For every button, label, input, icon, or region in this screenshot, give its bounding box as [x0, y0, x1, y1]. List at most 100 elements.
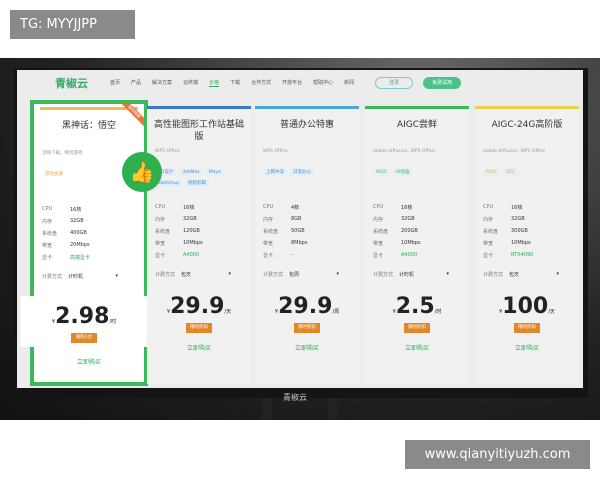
spec-row: 带宽 10Mbps [155, 240, 243, 252]
spec-value: 32GB [511, 216, 525, 222]
spec-label: 系统盘 [155, 229, 171, 235]
spec-row: 内存 32GB [373, 216, 461, 228]
spec-list: CPU 4核 内存 8GB 系统盘 50GB 带宽 8Mbps 显卡 -- 计费方式 包周 ▾ [263, 204, 351, 280]
nav-item[interactable]: 下载 [230, 80, 241, 86]
promo-button[interactable]: 限时折扣 [186, 323, 212, 333]
spec-row: CPU 16核 [373, 204, 461, 216]
price-value: 100 [502, 294, 549, 319]
billing-select[interactable]: 包天 ▾ [509, 271, 559, 278]
spec-value: 400GB [70, 230, 87, 236]
billing-label: 计费方式 [263, 271, 284, 278]
nav-item[interactable]: 开放平台 [282, 80, 303, 86]
billing-row: 计费方式 计时机 ▾ [373, 268, 461, 280]
free-trial-button[interactable]: 免费试用 [423, 77, 462, 89]
buy-now-link[interactable]: 立即购买 [514, 345, 539, 352]
spec-row: 内存 32GB [483, 216, 571, 228]
card-title: AIGC尝鲜 [396, 120, 438, 130]
billing-label: 计费方式 [155, 271, 176, 278]
spec-row: 系统盘 50GB [263, 228, 351, 240]
spec-row: 带宽 10Mbps [483, 240, 571, 252]
spec-label: 内存 [263, 217, 274, 223]
plan-card: AIGC尝鲜 stable-diffusion, WPS Office AIGC AI… [365, 106, 469, 384]
tag: 游戏加速 [45, 172, 63, 177]
top-nav: 青椒云 首页 产品 解决方案 云终端 价格 下载 合作方式 开放平台 帮助中心 新闻 登录 免费试… [17, 70, 583, 96]
spec-value: 32GB [70, 218, 84, 224]
nav-item[interactable]: 解决方案 [152, 80, 173, 86]
buy-now-link[interactable]: 立即购买 [76, 359, 101, 366]
price-unit: /时 [109, 319, 117, 325]
billing-select[interactable]: 包周 ▾ [289, 271, 339, 278]
tag-list: 上网冲浪 日常办公 [263, 168, 351, 194]
spec-row: 显卡 A4000 [373, 252, 461, 264]
promo-button[interactable]: 限时折扣 [514, 323, 540, 333]
spec-row: 带宽 10Mbps [373, 240, 461, 252]
spec-label: CPU [373, 204, 384, 210]
chevron-down-icon: ▾ [336, 270, 340, 277]
billing-label: 计费方式 [373, 271, 394, 278]
billing-value: 计时机 [399, 271, 415, 278]
nav-item[interactable]: 云终端 [183, 80, 199, 86]
price: ¥2.5/时 限时折扣 [365, 294, 469, 333]
spec-value: -- [291, 252, 295, 258]
watermark: www.qianyitiyuzh.com [405, 440, 590, 469]
spec-row: 显卡 RTX4090 [483, 252, 571, 264]
spec-value: 8Mbps [291, 240, 308, 246]
promo-button[interactable]: 限购1台 [71, 333, 97, 343]
spec-value: 8GB [291, 216, 302, 222]
billing-select[interactable]: 包天 ▾ [181, 271, 231, 278]
spec-label: 显卡 [373, 253, 384, 259]
price-unit: /周 [332, 309, 340, 315]
spec-label: CPU [483, 204, 494, 210]
spec-label: 带宽 [373, 241, 384, 247]
buy-now-link[interactable]: 立即购买 [404, 345, 429, 352]
spec-label: 显卡 [263, 253, 274, 259]
logo[interactable]: 青椒云 [55, 77, 88, 90]
nav-item[interactable]: 新闻 [344, 80, 355, 86]
spec-list: CPU 16核 内存 32GB 系统盘 120GB 带宽 10Mbps 显卡 A4000 计费方式包… [155, 204, 243, 280]
spec-value: 4核 [291, 205, 300, 211]
spec-value: 120GB [183, 228, 200, 234]
card-title: 黑神话：悟空 [61, 121, 116, 131]
spec-value: 16核 [401, 205, 413, 211]
monitor-stand [262, 398, 272, 420]
tag-list: AIGC 高阶 [483, 168, 571, 194]
spec-row: 带宽 20Mbps [42, 242, 136, 254]
price-value: 29.9 [170, 294, 225, 319]
nav-item[interactable]: 首页 [110, 80, 121, 86]
tag: AI绘画 [393, 168, 413, 176]
price-unit: /时 [434, 309, 442, 315]
billing-value: 包天 [509, 271, 520, 278]
spec-row: 内存 32GB [42, 218, 136, 230]
spec-list: CPU 16核 内存 32GB 系统盘 300GB 带宽 10Mbps 显卡 RTX4090 计费方… [483, 204, 571, 280]
spec-value: A4000 [401, 252, 418, 258]
nav-item[interactable]: 价格 [209, 80, 220, 87]
spec-value: 10Mbps [511, 240, 531, 246]
tag: 高阶 [503, 168, 519, 176]
promo-button[interactable]: 限时折扣 [294, 323, 320, 333]
card-subtitle: WPS Office [155, 149, 180, 154]
billing-value: 包天 [181, 271, 192, 278]
price-unit: /天 [224, 309, 232, 315]
billing-select[interactable]: 计时机 ▾ [399, 271, 449, 278]
promo-badge-text: 限时特惠 [118, 104, 144, 130]
card-subtitle: stable-diffusion, WPS Office [373, 149, 436, 154]
monitor-brand-logo: 青椒云 [283, 393, 307, 402]
spec-value: 32GB [183, 216, 197, 222]
promo-button[interactable]: 限时折扣 [404, 323, 430, 333]
buy-now-link[interactable]: 立即购买 [186, 345, 211, 352]
nav-item[interactable]: 合作方式 [251, 80, 272, 86]
card-subtitle: 流畅下载，畅玩游戏 [42, 151, 83, 156]
spec-label: CPU [263, 204, 274, 210]
nav-item[interactable]: 产品 [131, 80, 142, 86]
buy-now-link[interactable]: 立即购买 [294, 345, 319, 352]
price: ¥100/天 限时折扣 [475, 294, 579, 333]
billing-value: 计时机 [68, 273, 84, 280]
billing-row: 计费方式 包周 ▾ [263, 268, 351, 280]
currency: ¥ [499, 309, 503, 315]
nav-item[interactable]: 帮助中心 [313, 80, 334, 86]
spec-value: 16核 [183, 205, 195, 211]
login-button[interactable]: 登录 [375, 77, 414, 89]
billing-select[interactable]: 计时机 ▾ [68, 273, 118, 280]
spec-row: 内存 32GB [155, 216, 243, 228]
plan-card: 限时特惠 👍 黑神话：悟空 流畅下载，畅玩游戏 游戏加速 CPU 16核 内存 32GB 系统盘 4… [20, 100, 162, 386]
